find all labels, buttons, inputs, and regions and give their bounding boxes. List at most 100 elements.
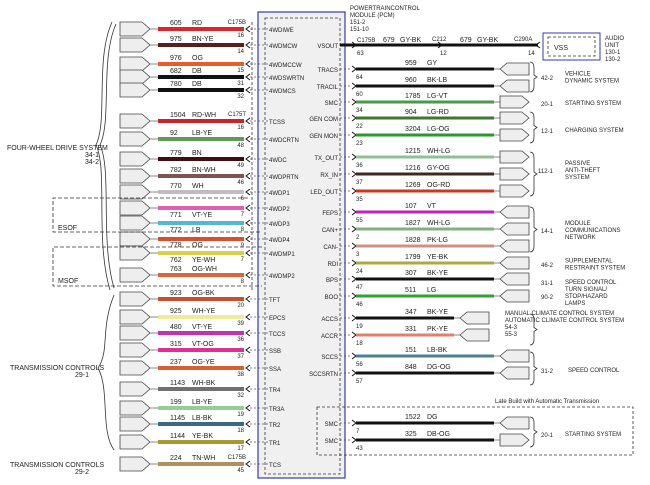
pin-number: 9: [241, 243, 245, 249]
wire-circuit-number: 762: [170, 257, 182, 264]
pin-arrow-icon: [245, 438, 251, 446]
pin-number: 46: [356, 302, 363, 308]
pcm-pin-label: TR3A: [269, 407, 284, 413]
right-connector-icon: [499, 416, 530, 430]
wire-color-code: LB-YE: [192, 399, 213, 406]
system-code: 14-1: [541, 229, 554, 235]
esof-group-box: [52, 197, 262, 233]
system-code: 112-1: [538, 169, 554, 175]
left-connector-icon: [119, 168, 151, 184]
pin-arrow-icon: [245, 117, 251, 125]
pcm-pin-label: SMC: [325, 439, 339, 445]
connector-id: C175B: [228, 20, 246, 26]
right-connector-icon: [499, 62, 530, 76]
pcm-pin-label: 4WDC: [269, 158, 287, 164]
wire-color-code: LB-BK: [192, 415, 213, 422]
system-name: SPEED CONTROL: [565, 280, 617, 286]
system-name: STOP/HAZARD: [565, 294, 608, 300]
pin-number: 2: [356, 235, 360, 241]
pin-number: 46: [237, 180, 244, 186]
wire-circuit-number: 1269: [405, 182, 421, 189]
pin-arrow-icon: [351, 208, 357, 216]
wire-color-code: YE-BK: [192, 433, 213, 440]
pin-number: 15: [237, 68, 244, 74]
pin-number: 19: [237, 412, 244, 418]
pcm-pin-label: TCSS: [269, 120, 285, 126]
system-code: 31-1: [541, 281, 554, 287]
wire-circuit-number: 1144: [170, 433, 185, 440]
system-code: 42-2: [541, 76, 554, 82]
pcm-pin-label: 4WDMCS: [269, 89, 296, 95]
pcm-pin-label: TRACS: [318, 68, 338, 74]
wire-circuit-number: 959: [405, 60, 417, 67]
right-connector-icon: [499, 272, 530, 286]
wire-color-code: BN: [192, 150, 202, 157]
pcm-pin-label: VSOUT: [317, 44, 338, 50]
system-name: ANTI-THEFT: [565, 168, 600, 174]
left-connector-icon: [119, 245, 151, 261]
pcm-title-line: 151-10: [350, 27, 369, 33]
system-name: STARTING SYSTEM: [565, 432, 621, 438]
left-system-code: 29-1: [75, 372, 89, 379]
pcm-pin-label: CAN+: [322, 228, 339, 234]
pcm-pin-label: 4WDPRTN: [269, 175, 299, 181]
wire-color-code: WH-YE: [192, 308, 216, 315]
left-system-code: 34-2: [85, 159, 99, 166]
pcm-pin-label: TCCS: [269, 332, 285, 338]
pin-arrow-icon: [351, 153, 357, 161]
system-brace: [529, 313, 538, 346]
pcm-pin-label: FEPS: [322, 211, 338, 217]
pin-number: 43: [356, 446, 363, 452]
late-build-label: Late Build with Automatic Transmission: [495, 399, 599, 405]
pcm-pin-label: GEN COM: [309, 117, 338, 123]
wire-circuit-number: 1504: [170, 112, 186, 119]
audio-unit-label: 130-2: [605, 57, 621, 63]
pin-number: 22: [356, 124, 363, 130]
left-connector-icon: [119, 21, 151, 37]
pin-number: 63: [357, 51, 364, 57]
system-brace: [529, 61, 538, 93]
pin-arrow-icon: [245, 86, 251, 94]
pin-arrow-icon: [245, 249, 251, 257]
wire-circuit-number: 975: [170, 36, 182, 43]
wire-circuit-number: 325: [405, 431, 417, 438]
pin-number: 36: [356, 163, 363, 169]
pcm-pin-label: GEN MON: [309, 134, 338, 140]
wire-circuit-number: 315: [170, 341, 182, 348]
esof-label: ESOF: [58, 225, 77, 232]
wire-color-code: OG: [192, 242, 203, 249]
left-connector-icon: [119, 325, 151, 341]
left-connector-icon: [119, 400, 151, 416]
pcm-pin-label: 4WDMP1: [269, 252, 295, 258]
connector-id: C175B: [228, 455, 246, 461]
system-code: 46-2: [541, 263, 554, 269]
system-name: MODULE: [565, 221, 591, 227]
wire-color-code: GY-BK: [400, 37, 421, 44]
right-connector-icon: [499, 366, 530, 380]
wire-color-code: LB: [192, 227, 201, 234]
pin-arrow-icon: [351, 98, 357, 106]
left-connector-icon: [119, 434, 151, 450]
wire-color-code: VT-OG: [192, 341, 214, 348]
connector-id: C175T: [228, 112, 246, 118]
pin-number: 31: [237, 81, 244, 87]
system-name: CHARGING SYSTEM: [565, 128, 624, 134]
wire-circuit-number: 92: [170, 130, 178, 137]
system-name: AUTOMATIC CLIMATE CONTROL SYSTEM: [505, 318, 624, 324]
pin-arrow-icon: [351, 114, 357, 122]
pcm-pin-label: EPCS: [269, 316, 285, 322]
pin-arrow-icon: [351, 436, 357, 444]
pin-number: 32: [237, 393, 244, 399]
pin-arrow-icon: [351, 170, 357, 178]
pin-number: 12: [440, 51, 447, 57]
left-connector-icon: [119, 291, 151, 307]
right-connector-icon: [499, 167, 530, 181]
vss-inner-box: [547, 36, 596, 57]
pcm-pin-label: ACCR: [321, 334, 339, 340]
pcm-pin-label: SSB: [269, 349, 281, 355]
system-name: DYNAMIC SYSTEM: [565, 79, 619, 85]
pcm-module-box: [257, 11, 346, 479]
wire-color-code: YE-WH: [192, 257, 215, 264]
wire-circuit-number: 237: [170, 359, 182, 366]
wire-color-code: OG: [192, 55, 203, 62]
